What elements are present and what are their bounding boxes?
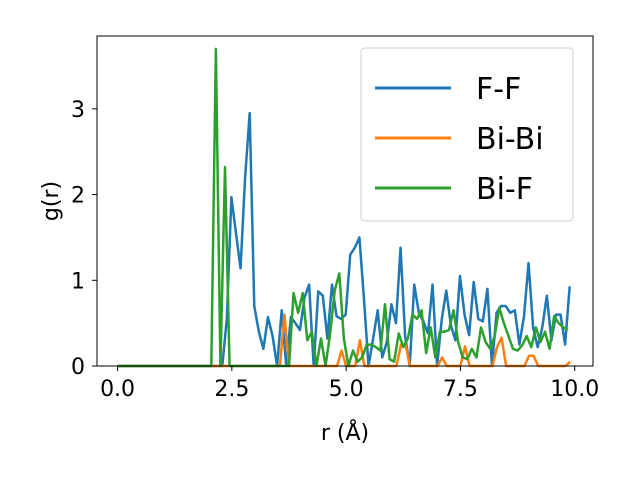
series-line-bi-bi <box>117 313 571 368</box>
legend-box <box>360 47 574 222</box>
x-tick-label: 10.0 <box>550 377 599 402</box>
legend-label-bi-f: Bi-F <box>476 172 533 207</box>
legend: F-F Bi-Bi Bi-F <box>360 47 574 222</box>
x-axis-ticks: 0.0 2.5 5.0 7.5 10.0 <box>100 366 599 402</box>
x-tick-label: 0.0 <box>100 377 135 402</box>
x-tick-label: 7.5 <box>443 377 478 402</box>
series-line-bi-f <box>117 47 569 368</box>
x-tick-label: 5.0 <box>329 377 364 402</box>
legend-label-bi-bi: Bi-Bi <box>476 122 544 157</box>
x-tick-label: 2.5 <box>214 377 249 402</box>
y-tick-label: 0 <box>71 355 85 380</box>
plot-lines <box>117 47 571 368</box>
y-axis-title: g(r) <box>39 181 64 221</box>
y-axis-ticks: 0 1 2 3 <box>71 98 97 380</box>
y-tick-label: 3 <box>71 98 85 123</box>
plot-frame <box>96 35 594 367</box>
y-tick-label: 1 <box>71 269 85 294</box>
y-tick-label: 2 <box>71 184 85 209</box>
series-line-f-f <box>117 111 571 368</box>
x-axis-title: r (Å) <box>321 419 369 446</box>
legend-label-f-f: F-F <box>476 72 521 107</box>
